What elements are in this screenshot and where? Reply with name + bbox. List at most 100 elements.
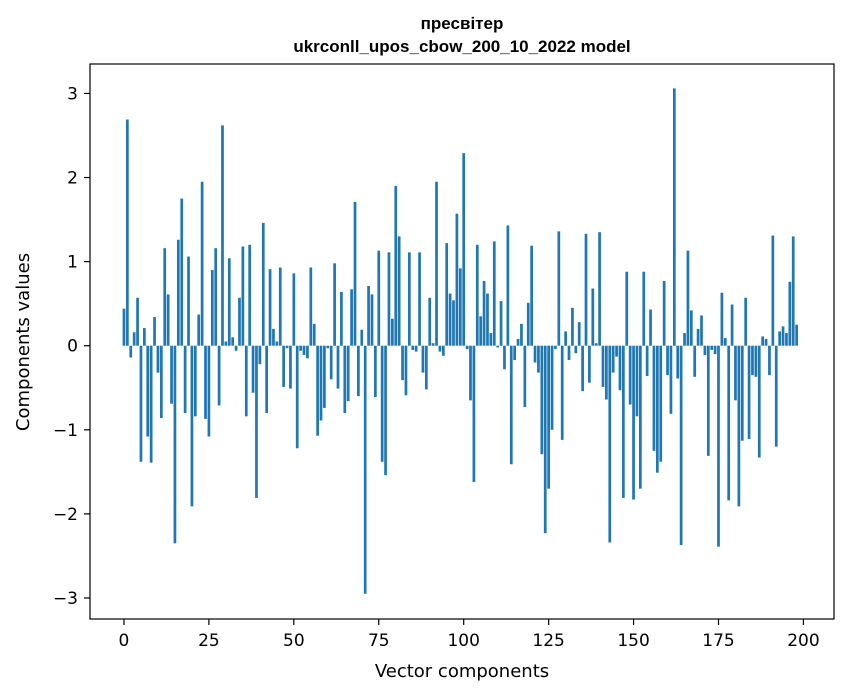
bar — [234, 345, 238, 351]
bar — [537, 345, 540, 373]
bar — [475, 244, 479, 346]
bar — [778, 331, 781, 346]
bar — [316, 345, 319, 436]
bar — [193, 345, 197, 417]
bar — [438, 345, 442, 352]
bar — [659, 345, 663, 462]
bar — [336, 345, 340, 389]
bar — [319, 345, 323, 421]
bar — [717, 345, 720, 547]
bar — [465, 345, 469, 350]
y-tick-label: −1 — [53, 421, 78, 441]
bar — [377, 250, 381, 346]
bar — [343, 345, 347, 413]
bar — [486, 293, 489, 346]
bar — [496, 345, 500, 348]
bar — [340, 291, 343, 346]
bar — [679, 345, 683, 545]
bars-group — [122, 88, 798, 594]
bar — [136, 297, 139, 346]
bar — [530, 245, 533, 346]
bar — [727, 345, 731, 501]
bar — [258, 345, 262, 365]
bar — [445, 243, 449, 346]
bar — [747, 345, 751, 440]
bar — [584, 233, 588, 346]
bar — [492, 241, 496, 346]
bar — [323, 345, 326, 408]
bar — [197, 314, 201, 346]
bar — [751, 345, 754, 376]
bar — [757, 345, 761, 458]
bar — [594, 343, 598, 346]
bar — [781, 326, 785, 346]
bar — [421, 345, 425, 373]
y-axis-label: Components values — [13, 253, 34, 431]
bar — [550, 345, 554, 430]
bar — [441, 345, 445, 356]
bar — [608, 345, 612, 543]
bar — [560, 345, 564, 440]
bar — [374, 345, 377, 397]
bar — [173, 345, 177, 544]
bar — [669, 345, 673, 414]
bar — [520, 323, 523, 346]
bar — [170, 345, 173, 404]
bar — [200, 181, 204, 346]
bar — [275, 341, 279, 346]
bar — [217, 345, 221, 406]
bar — [774, 345, 778, 447]
bar — [455, 213, 459, 346]
bar — [761, 336, 765, 346]
x-tick-label: 25 — [198, 631, 220, 651]
bar — [693, 345, 697, 377]
bar — [639, 345, 642, 489]
bar — [289, 345, 292, 389]
bar — [564, 331, 567, 346]
bar — [292, 273, 296, 346]
y-tick-label: 1 — [67, 253, 78, 273]
bar — [730, 304, 734, 346]
bar — [632, 345, 635, 500]
bar — [452, 300, 455, 346]
bar — [526, 302, 530, 346]
bar — [625, 271, 629, 346]
bar — [591, 288, 595, 346]
bar — [469, 345, 472, 401]
bar — [143, 328, 146, 346]
bar — [132, 332, 136, 346]
bar — [662, 280, 666, 346]
bar — [577, 322, 581, 346]
bar — [129, 345, 133, 358]
bar — [581, 345, 584, 392]
bar — [272, 328, 275, 346]
x-tick-label: 100 — [447, 631, 479, 651]
bar — [312, 323, 316, 346]
bar — [329, 345, 333, 380]
bar — [601, 345, 605, 387]
bar — [533, 345, 537, 363]
bar — [414, 345, 418, 352]
bar — [282, 345, 285, 387]
bar — [268, 269, 272, 346]
bar — [380, 345, 384, 462]
bar — [655, 345, 659, 473]
bar — [618, 345, 622, 391]
bar — [326, 345, 330, 349]
bar — [231, 337, 235, 346]
bar — [615, 345, 618, 357]
bar — [472, 345, 476, 482]
bar — [122, 308, 126, 346]
bar — [672, 88, 676, 346]
y-tick-label: −3 — [53, 589, 78, 609]
bar — [428, 297, 432, 346]
bar — [696, 328, 700, 346]
bar — [652, 345, 656, 451]
bar — [740, 345, 744, 441]
plot-area-frame — [89, 63, 835, 620]
bar — [221, 125, 224, 346]
x-tick-label: 175 — [702, 631, 734, 651]
bar — [499, 301, 503, 346]
x-tick-label: 50 — [283, 631, 305, 651]
